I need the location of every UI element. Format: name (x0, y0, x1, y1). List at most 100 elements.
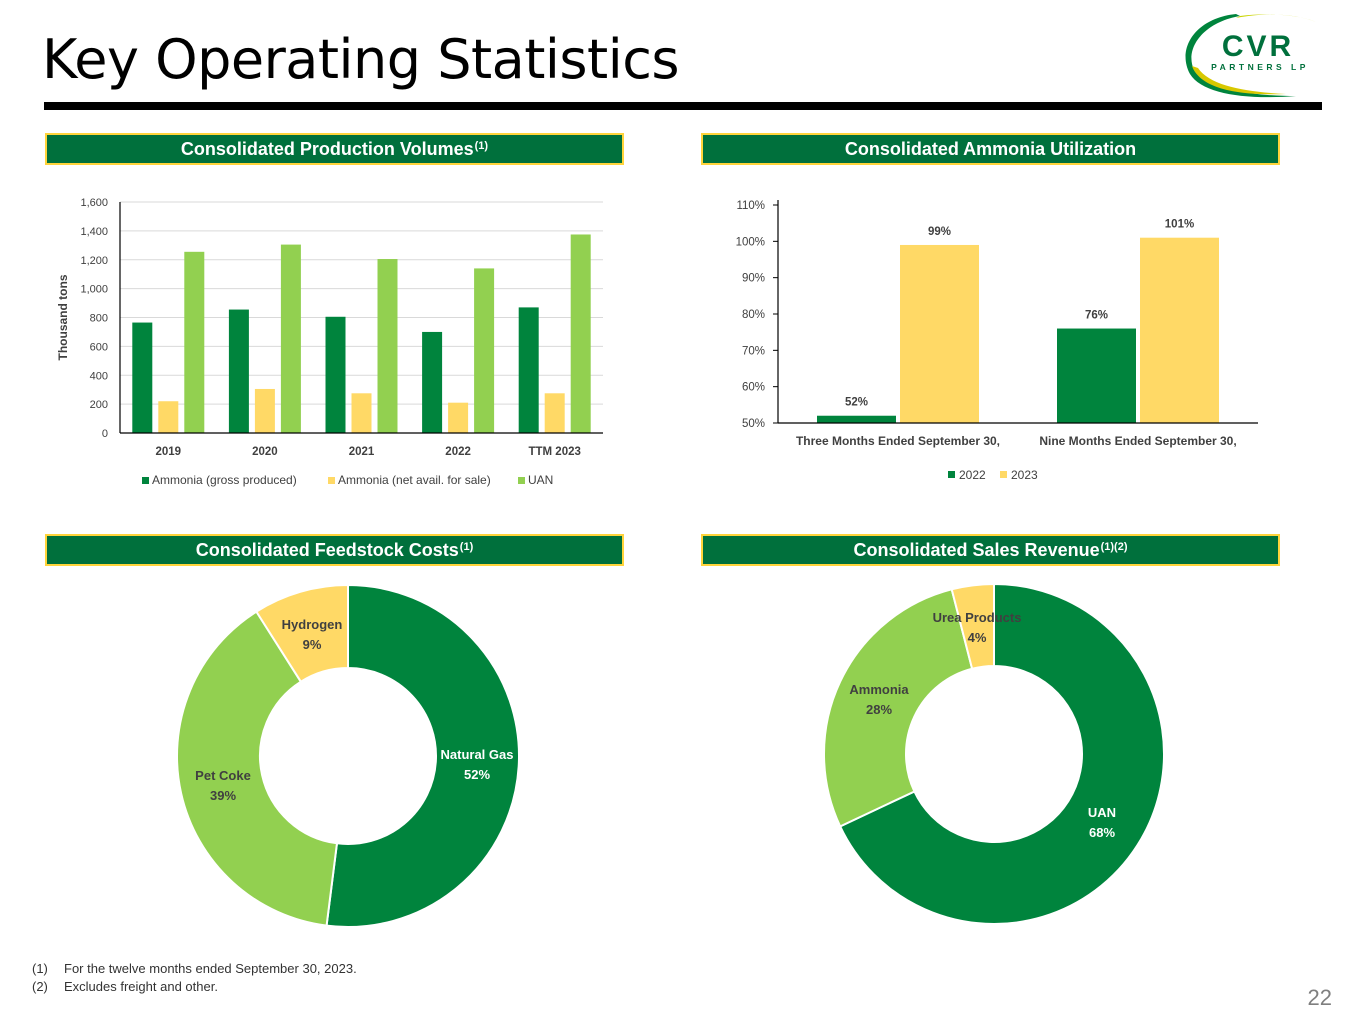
legend-label: Ammonia (gross produced) (152, 473, 297, 487)
x-tick-label: 2022 (445, 446, 471, 458)
bar-ammonia-gross-produced--2022 (422, 331, 443, 433)
y-tick-label: 70% (742, 345, 765, 357)
slice-ammonia (823, 588, 974, 828)
logo-name: CVR (1222, 30, 1294, 63)
x-tick-label: Nine Months Ended September 30, (1039, 434, 1236, 448)
utilization-panel-title: Consolidated Ammonia Utilization (844, 138, 1137, 159)
legend-label: 2023 (1011, 468, 1038, 482)
slice-label: Hydrogen (282, 617, 343, 632)
data-label: 52% (845, 397, 868, 409)
slice-percent: 4% (968, 630, 987, 645)
data-label: 99% (928, 226, 951, 238)
legend-swatch (1000, 471, 1007, 478)
slice-natural-gas (325, 583, 520, 928)
slice-percent: 52% (464, 767, 490, 782)
footnote-number: (2) (32, 979, 48, 994)
y-tick-label: 200 (90, 399, 108, 411)
revenue-panel-footnote-ref: (1)(2) (1100, 541, 1128, 553)
title-rule (44, 102, 1322, 110)
y-tick-label: 90% (742, 273, 765, 285)
footnote-number: (1) (32, 961, 48, 976)
bar-ammonia-net-avail-for-sale--ttm-2023 (544, 393, 565, 433)
bar-ammonia-net-avail-for-sale--2022 (448, 402, 469, 433)
logo-swoosh-yellow (1236, 14, 1316, 22)
y-tick-label: 600 (90, 341, 108, 353)
slice-label: Ammonia (849, 682, 909, 697)
x-tick-label: 2019 (156, 446, 182, 458)
feedstock-costs-chart: Natural Gas 52% Pet Coke 39% Hydrogen 9% (176, 583, 520, 928)
legend-swatch (518, 477, 525, 484)
x-tick-label: 2021 (349, 446, 375, 458)
y-tick-label: 1,200 (80, 255, 108, 267)
legend-swatch (328, 477, 335, 484)
production-panel-footnote-ref: (1) (474, 140, 489, 152)
x-tick-label: Three Months Ended September 30, (796, 434, 1000, 448)
slice-percent: 9% (303, 637, 322, 652)
slice-label: UAN (1088, 805, 1116, 820)
slice-urea-products (950, 582, 995, 670)
ammonia-utilization-chart: 50% 60% 70% 80% 90% 100% 110% 52% 99% Three Month… (736, 200, 1258, 482)
bar-uan-2020 (280, 244, 301, 433)
slice-label: Urea Products (933, 610, 1022, 625)
y-tick-label: 1,400 (80, 226, 108, 238)
slice-pet-coke (176, 610, 339, 927)
bar-2023-three-months (900, 244, 979, 423)
feedstock-panel-footnote-ref: (1) (459, 541, 474, 553)
footnote-1: (1) For the twelve months ended Septembe… (32, 960, 357, 978)
bar-2023-nine-months (1140, 237, 1219, 423)
utilization-panel-header: Consolidated Ammonia Utilization (701, 133, 1280, 165)
slice-percent: 28% (866, 702, 892, 717)
bar-ammonia-gross-produced--2021 (325, 316, 346, 433)
footnotes: (1) For the twelve months ended Septembe… (32, 960, 357, 996)
page-number: 22 (1307, 985, 1332, 1010)
revenue-panel-title: Consolidated Sales Revenue (853, 539, 1100, 560)
revenue-panel-header: Consolidated Sales Revenue (1)(2) (701, 534, 1280, 566)
bar-uan-2022 (474, 268, 495, 433)
slice-uan (838, 582, 1165, 925)
y-tick-label: 800 (90, 313, 108, 325)
footnote-text: For the twelve months ended September 30… (64, 961, 357, 976)
y-tick-label: 0 (102, 428, 108, 440)
bar-ammonia-net-avail-for-sale--2021 (351, 393, 372, 433)
data-label: 101% (1165, 219, 1194, 231)
bar-uan-ttm-2023 (570, 234, 591, 433)
bar-2022-three-months (817, 415, 896, 423)
sales-revenue-chart: UAN 68% Ammonia 28% Urea Products 4% (823, 582, 1165, 925)
x-tick-label: 2020 (252, 446, 278, 458)
bar-ammonia-gross-produced--ttm-2023 (518, 307, 539, 433)
logo-tagline: PARTNERS LP (1211, 62, 1309, 72)
logo-swoosh-yellow-2 (1192, 66, 1286, 95)
bar-ammonia-gross-produced--2020 (228, 309, 249, 433)
data-label: 76% (1085, 310, 1108, 322)
cvr-logo: CVR PARTNERS LP (1185, 14, 1316, 98)
y-tick-label: 50% (742, 418, 765, 430)
legend-swatch (948, 471, 955, 478)
bar-2022-nine-months (1057, 328, 1136, 423)
x-tick-label: TTM 2023 (528, 446, 580, 458)
bar-ammonia-gross-produced--2019 (132, 322, 153, 433)
production-panel-title: Consolidated Production Volumes (180, 138, 474, 159)
y-tick-label: 60% (742, 382, 765, 394)
y-tick-label: 1,000 (80, 284, 108, 296)
y-axis-label: Thousand tons (56, 274, 70, 360)
y-tick-label: 1,600 (80, 197, 108, 209)
bar-uan-2021 (377, 259, 398, 433)
slice-label: Pet Coke (195, 768, 251, 783)
legend-label: Ammonia (net avail. for sale) (338, 473, 491, 487)
footnote-2: (2) Excludes freight and other. (32, 978, 357, 996)
slice-label: Natural Gas (441, 747, 514, 762)
production-panel-header: Consolidated Production Volumes (1) (45, 133, 624, 165)
feedstock-panel-header: Consolidated Feedstock Costs (1) (45, 534, 624, 566)
footnote-text: Excludes freight and other. (64, 979, 218, 994)
bar-ammonia-net-avail-for-sale--2019 (158, 401, 179, 433)
page-title: Key Operating Statistics (42, 28, 680, 91)
bar-uan-2019 (184, 251, 205, 433)
y-tick-label: 400 (90, 370, 108, 382)
slice-hydrogen (254, 583, 349, 684)
legend-label: UAN (528, 473, 553, 487)
y-tick-label: 100% (736, 236, 765, 248)
slice-percent: 68% (1089, 825, 1115, 840)
y-tick-label: 80% (742, 309, 765, 321)
y-tick-label: 110% (736, 200, 765, 212)
production-volumes-chart: 0 200 400 600 800 1,000 1,200 1,400 1,600 Thousan… (56, 197, 603, 487)
